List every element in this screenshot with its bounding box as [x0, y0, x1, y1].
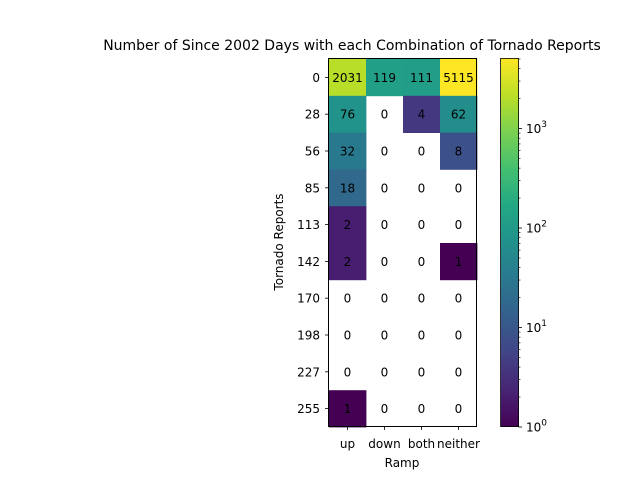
x-tick-label: up — [340, 437, 355, 451]
heatmap-cell — [440, 95, 478, 133]
y-tick-label: 255 — [297, 402, 320, 416]
heatmap-cell — [329, 132, 367, 170]
heatmap-cell — [329, 59, 367, 97]
cell-value-label: 0 — [381, 255, 389, 269]
cell-value-label: 0 — [381, 402, 389, 416]
cell-value-label: 0 — [344, 329, 352, 343]
cell-value-label: 0 — [418, 402, 426, 416]
cell-value-label: 0 — [381, 292, 389, 306]
cell-value-label: 0 — [418, 292, 426, 306]
cell-value-label: 0 — [418, 218, 426, 232]
cell-value-label: 0 — [455, 365, 463, 379]
x-tick-label: down — [368, 437, 400, 451]
cell-value-label: 0 — [455, 402, 463, 416]
y-tick-label: 56 — [305, 145, 320, 159]
cell-value-labels: 2031 119 111 5115 76 0 4 62 32 0 0 8 18 0 0 0 2 0 0 0 2 0 0 1 0 0… — [332, 71, 474, 416]
cell-value-label: 0 — [381, 108, 389, 122]
cell-value-label: 62 — [451, 108, 466, 122]
cell-value-label: 0 — [381, 181, 389, 195]
heatmap-cell — [403, 95, 441, 133]
cell-value-label: 76 — [340, 108, 355, 122]
y-tick-label: 85 — [305, 181, 320, 195]
cell-value-label: 0 — [455, 181, 463, 195]
y-axis-label: Tornado Reports — [272, 193, 286, 291]
heatmap-cell — [440, 243, 478, 281]
cell-value-label: 32 — [340, 145, 355, 159]
heatmap-cell — [329, 95, 367, 133]
cell-value-label: 0 — [344, 365, 352, 379]
heatmap-cell — [366, 59, 404, 97]
heatmap-cell — [329, 390, 367, 428]
cell-value-label: 8 — [455, 145, 463, 159]
cell-value-label: 18 — [340, 181, 355, 195]
y-tick-label: 28 — [305, 108, 320, 122]
heatmap-cell — [403, 59, 441, 97]
chart-title: Number of Since 2002 Days with each Comb… — [103, 38, 601, 54]
cell-value-label: 0 — [455, 218, 463, 232]
cell-value-label: 1 — [344, 402, 352, 416]
cell-value-label: 0 — [381, 329, 389, 343]
heatmap-cells — [329, 59, 478, 428]
cell-value-label: 2 — [344, 218, 352, 232]
y-tick-label: 227 — [297, 365, 320, 379]
colorbar-ticks: 100 101 102 103 — [518, 58, 547, 435]
cell-value-label: 0 — [418, 181, 426, 195]
cell-value-label: 1 — [455, 255, 463, 269]
y-tick-label: 0 — [312, 71, 320, 85]
heatmap-cell — [440, 59, 478, 97]
y-tick-label: 113 — [297, 218, 320, 232]
colorbar-tick-label: 100 — [526, 419, 547, 435]
y-tick-label: 142 — [297, 255, 320, 269]
cell-value-label: 0 — [418, 145, 426, 159]
y-tick-label: 170 — [297, 292, 320, 306]
cell-value-label: 2031 — [332, 71, 363, 85]
x-tick-label: neither — [437, 437, 480, 451]
y-tick-label: 198 — [297, 329, 320, 343]
cell-value-label: 111 — [410, 71, 433, 85]
colorbar-tick-label: 102 — [526, 220, 547, 236]
heatmap-cell — [329, 169, 367, 207]
cell-value-label: 0 — [455, 329, 463, 343]
cell-value-label: 0 — [381, 365, 389, 379]
y-axis-ticks: 0 28 56 85 113 142 170 198 227 255 — [297, 71, 329, 416]
colorbar-frame — [500, 58, 519, 427]
plot-frame — [328, 58, 477, 427]
cell-value-label: 2 — [344, 255, 352, 269]
colorbar — [501, 58, 519, 427]
colorbar-tick-label: 101 — [526, 319, 547, 335]
heatmap-cell — [440, 132, 478, 170]
cell-value-label: 119 — [373, 71, 396, 85]
cell-value-label: 0 — [418, 255, 426, 269]
cell-value-label: 0 — [418, 329, 426, 343]
x-tick-label: both — [408, 437, 435, 451]
cell-value-label: 0 — [344, 292, 352, 306]
heatmap-cell — [329, 243, 367, 281]
cell-value-label: 0 — [381, 145, 389, 159]
x-axis-ticks: up down both neither — [340, 426, 480, 451]
heatmap-cell — [329, 206, 367, 244]
cell-value-label: 0 — [455, 292, 463, 306]
cell-value-label: 0 — [418, 365, 426, 379]
x-axis-label: Ramp — [385, 456, 420, 470]
colorbar-tick-label: 103 — [526, 120, 547, 136]
cell-value-label: 0 — [381, 218, 389, 232]
cell-value-label: 4 — [418, 108, 426, 122]
cell-value-label: 5115 — [443, 71, 474, 85]
